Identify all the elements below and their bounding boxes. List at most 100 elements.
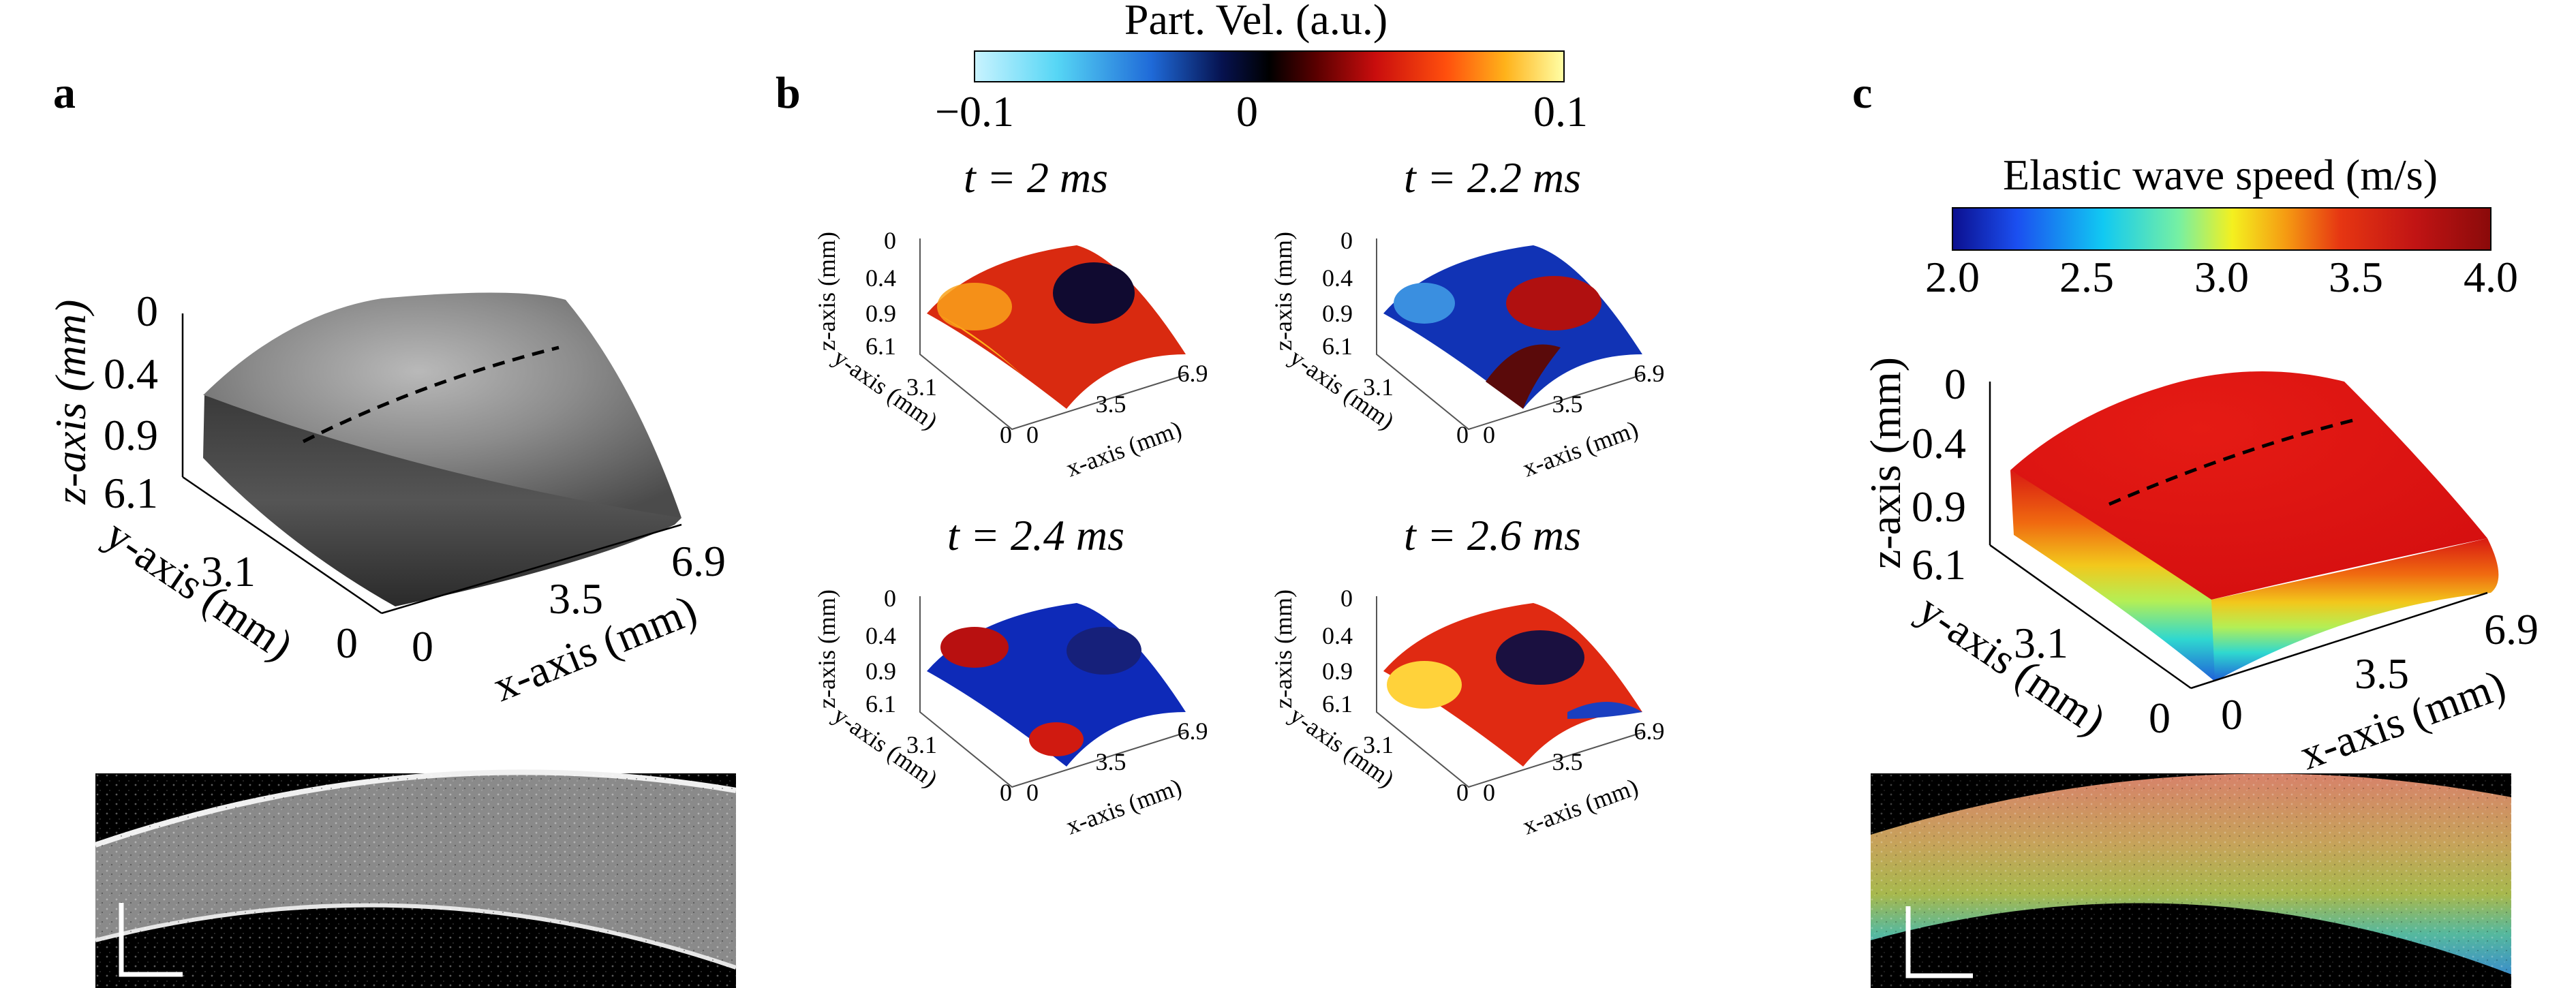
z-axis-label: z-axis (mm) [46, 300, 95, 505]
velocity-trough [1394, 283, 1455, 324]
velocity-peak [1506, 276, 1601, 330]
x-tick-0: 0 [2221, 690, 2243, 739]
panel-c-axes [1989, 382, 2488, 690]
z-tick-1: 0.4 [1912, 419, 1966, 467]
velocity-trough [1053, 262, 1135, 324]
velocity-trough [1496, 630, 1584, 685]
x-tick-2: 6.9 [2484, 605, 2539, 653]
panel-c-3d-volume [2010, 371, 2499, 681]
subplot-axes [919, 238, 1186, 431]
velocity-peak [940, 627, 1009, 668]
colorbar-c-tick-0: 2.0 [1925, 253, 1980, 301]
z-axis-label: z-axis (mm) [813, 232, 840, 351]
volume-top-surface [203, 292, 681, 518]
x-tick-0: 0 [1026, 779, 1039, 806]
colorbar-c-tick-4: 4.0 [2464, 253, 2518, 301]
x-axis-label: x-axis (mm) [1062, 773, 1185, 839]
y-tick-0: 6.1 [865, 333, 896, 360]
cut-line [2109, 417, 2359, 506]
x-tick-1: 3.5 [1096, 748, 1126, 775]
x-tick-2: 6.9 [1178, 717, 1208, 745]
panel-a-3d-volume [203, 292, 681, 606]
subplot-t-2-2ms: t = 2.2 ms 0 0.4 0.9 6.1 3.1 0 0 3.5 6.9… [1270, 153, 1665, 482]
z-tick-1: 0.4 [865, 622, 896, 649]
z-tick-1: 0.4 [1322, 622, 1353, 649]
y-tick-2: 0 [1000, 779, 1012, 806]
z-tick-0: 0 [1944, 360, 1966, 408]
x-tick-2: 6.9 [1178, 360, 1208, 387]
y-tick-0: 6.1 [1322, 690, 1353, 717]
velocity-peak-2 [1029, 722, 1084, 756]
x-axis-label: x-axis (mm) [1519, 415, 1642, 482]
panel-a-axes [181, 313, 682, 615]
z-tick-1: 0.4 [104, 350, 158, 398]
y-axis-line [182, 476, 382, 615]
colorbar-b-tick-0: −0.1 [935, 87, 1014, 136]
volume-front-face [2211, 538, 2499, 681]
z-tick-2: 0.9 [1322, 300, 1353, 327]
z-tick-2: 0.9 [1912, 482, 1966, 531]
subplot-time-label: t = 2 ms [964, 153, 1108, 202]
x-tick-1: 3.5 [1552, 748, 1583, 775]
panel-c: c Elastic wave speed (m/s) 2.0 2.5 3.0 3… [1852, 68, 2539, 988]
volume-side-face [203, 395, 681, 606]
particle-velocity-colorbar: Part. Vel. (a.u.) −0.1 0 0.1 [935, 0, 1588, 136]
velocity-peak [937, 283, 1012, 330]
x-axis-line [381, 523, 682, 615]
y-tick-2: 0 [2149, 694, 2171, 742]
y-tick-0: 6.1 [104, 469, 158, 517]
panel-a: a 0 0.4 0.9 6.1 3.1 0 0 3.5 6.9 z-axis (… [46, 68, 737, 988]
x-tick-0: 0 [1483, 421, 1495, 448]
y-tick-2: 0 [1456, 421, 1469, 448]
subplot-t-2ms: t = 2 ms 0 0.4 0.9 6.1 3.1 0 0 3.5 6.9 z… [813, 153, 1208, 482]
z-tick-0: 0 [1340, 227, 1353, 254]
colorbar-c-tick-1: 2.5 [2059, 253, 2114, 301]
subplot-t-2-6ms: t = 2.6 ms 0 0.4 0.9 6.1 3.1 0 0 3.5 6.9… [1270, 511, 1665, 840]
y-tick-2: 0 [1456, 779, 1469, 806]
subplot-t-2-4ms: t = 2.4 ms 0 0.4 0.9 6.1 3.1 0 0 3.5 6.9… [813, 511, 1208, 840]
x-tick-0: 0 [412, 622, 433, 670]
colorbar-b-tick-2: 0.1 [1533, 87, 1588, 136]
velocity-dark-band [1486, 344, 1561, 409]
x-tick-2: 6.9 [1634, 717, 1665, 745]
y-tick-2: 0 [1000, 421, 1012, 448]
y-axis-line [1989, 544, 2192, 690]
subplot-axes [919, 596, 1186, 788]
z-tick-2: 0.9 [1322, 658, 1353, 685]
y-tick-0: 6.1 [865, 690, 896, 717]
oct-speckle [1871, 773, 2511, 988]
z-tick-0: 0 [884, 227, 896, 254]
z-tick-2: 0.9 [865, 658, 896, 685]
colorbar-c-tick-3: 3.5 [2329, 253, 2383, 301]
z-tick-0: 0 [1340, 585, 1353, 612]
z-tick-1: 0.4 [865, 264, 896, 292]
elastic-wave-speed-colorbar: Elastic wave speed (m/s) 2.0 2.5 3.0 3.5… [1925, 151, 2518, 301]
y-tick-1: 3.1 [906, 731, 937, 758]
oct-scale-bar [1905, 906, 1973, 978]
colorbar-b-title: Part. Vel. (a.u.) [1124, 0, 1387, 44]
subplot-time-label: t = 2.2 ms [1404, 153, 1581, 202]
panel-b: b Part. Vel. (a.u.) −0.1 0 0.1 t = 2 ms … [776, 0, 1665, 840]
velocity-hotspot [1387, 661, 1462, 709]
colorbar-c-bar [1952, 207, 2491, 251]
panel-label-a: a [53, 68, 76, 118]
x-axis-label: x-axis (mm) [1062, 415, 1185, 482]
z-axis-label: z-axis (mm) [1270, 589, 1297, 709]
z-tick-0: 0 [136, 287, 158, 335]
y-tick-0: 6.1 [1322, 333, 1353, 360]
x-tick-0: 0 [1483, 779, 1495, 806]
y-axis-label: y-axis (mm) [1910, 585, 2115, 745]
subplot-axes [1376, 596, 1643, 788]
y-tick-1: 3.1 [1363, 373, 1394, 401]
x-axis-label: x-axis (mm) [1519, 773, 1642, 839]
x-tick-1: 3.5 [1096, 390, 1126, 418]
colorbar-c-tick-2: 3.0 [2194, 253, 2249, 301]
oct-scale-bar [119, 903, 183, 977]
y-tick-0: 6.1 [1912, 540, 1966, 589]
volume-side-face [2010, 470, 2224, 681]
velocity-trough [1067, 627, 1141, 675]
y-tick-1: 3.1 [906, 373, 937, 401]
panel-label-c: c [1852, 68, 1872, 118]
x-tick-2: 6.9 [671, 537, 726, 585]
